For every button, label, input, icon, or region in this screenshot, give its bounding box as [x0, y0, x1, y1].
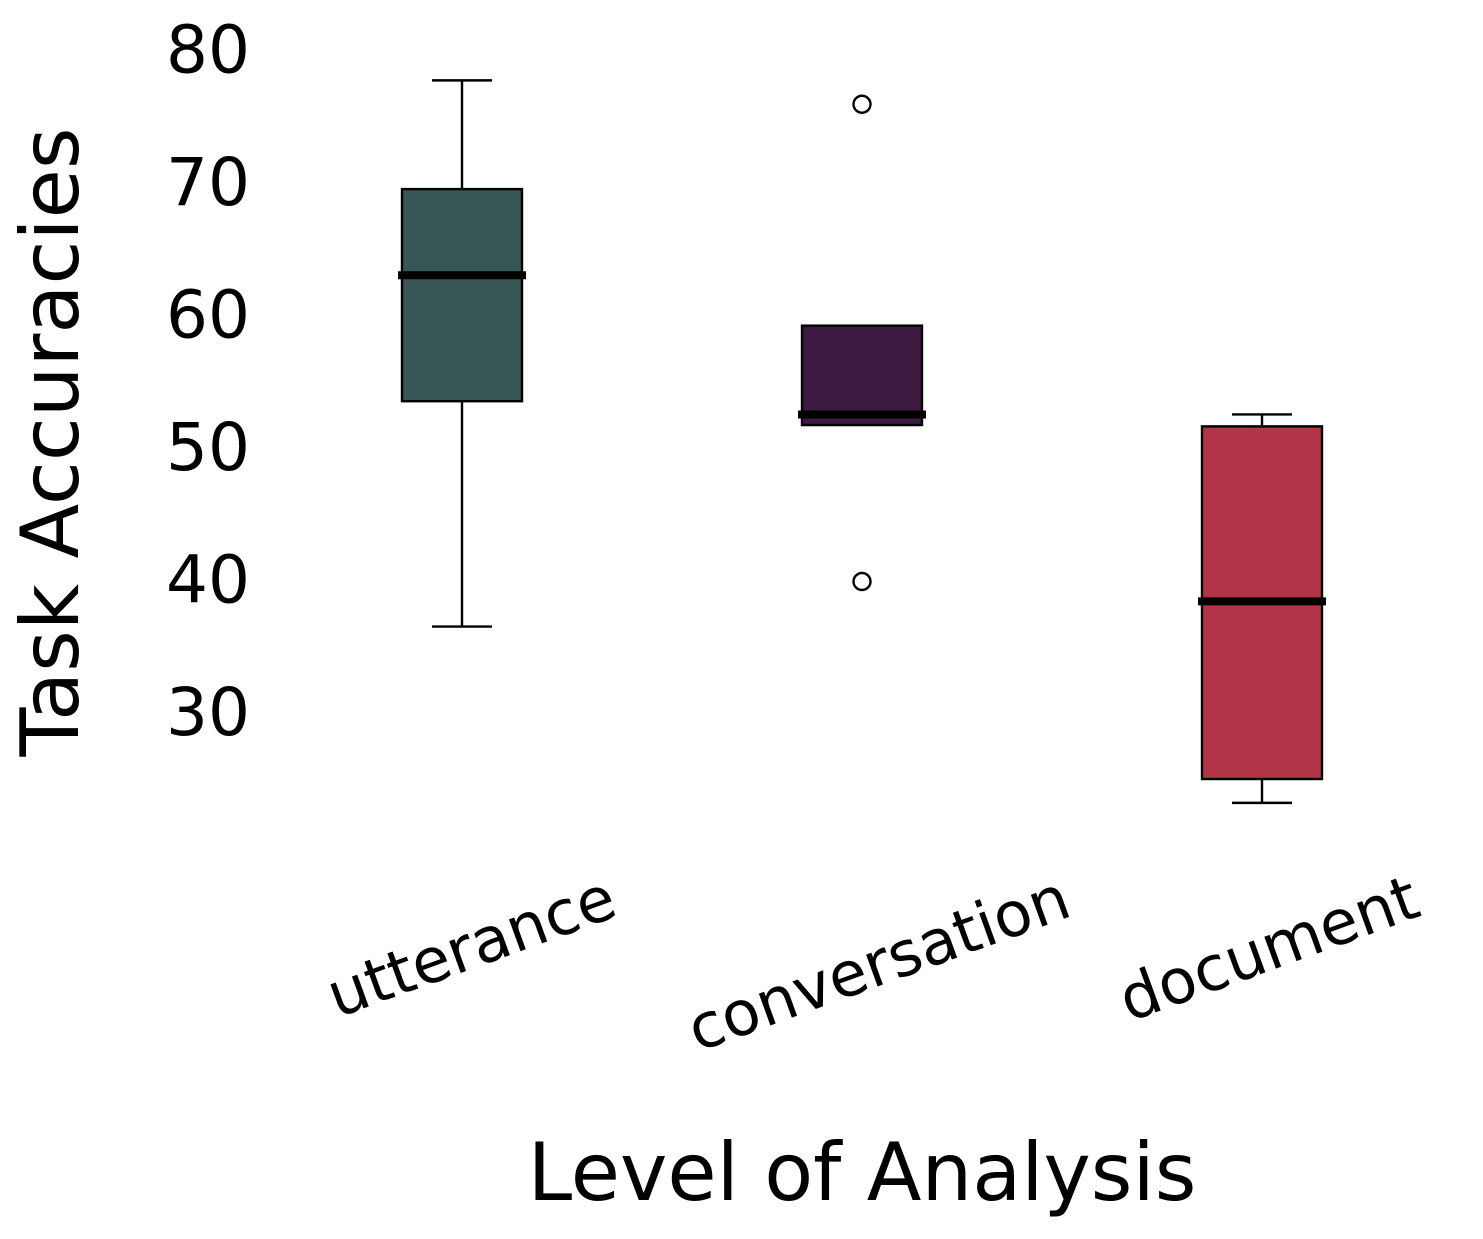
- outlier-point: [852, 571, 872, 592]
- x-axis-title: Level of Analysis: [528, 1126, 1197, 1219]
- outlier-point: [852, 94, 872, 114]
- x-axis-category-labels: utterance conversation document: [317, 860, 1428, 1066]
- box-conversation: [798, 94, 926, 592]
- box-series: [398, 79, 1326, 805]
- y-tick-label: 40: [166, 542, 250, 619]
- y-axis-ticks: 30 40 50 60 70 80: [166, 11, 250, 751]
- x-tick-label-conversation: conversation: [678, 860, 1080, 1066]
- y-tick-label: 50: [166, 409, 250, 486]
- y-tick-label: 60: [166, 277, 250, 354]
- y-tick-label: 80: [166, 11, 250, 88]
- y-tick-label: 70: [166, 144, 250, 221]
- x-tick-label-document: document: [1109, 860, 1428, 1036]
- y-axis-title: Task Accuracies: [4, 127, 97, 757]
- box-document: [1198, 413, 1326, 805]
- box-iqr: [400, 187, 524, 403]
- y-tick-label: 30: [166, 674, 250, 751]
- box-utterance: [398, 79, 526, 628]
- x-tick-label-utterance: utterance: [317, 860, 625, 1032]
- box-iqr: [800, 324, 924, 427]
